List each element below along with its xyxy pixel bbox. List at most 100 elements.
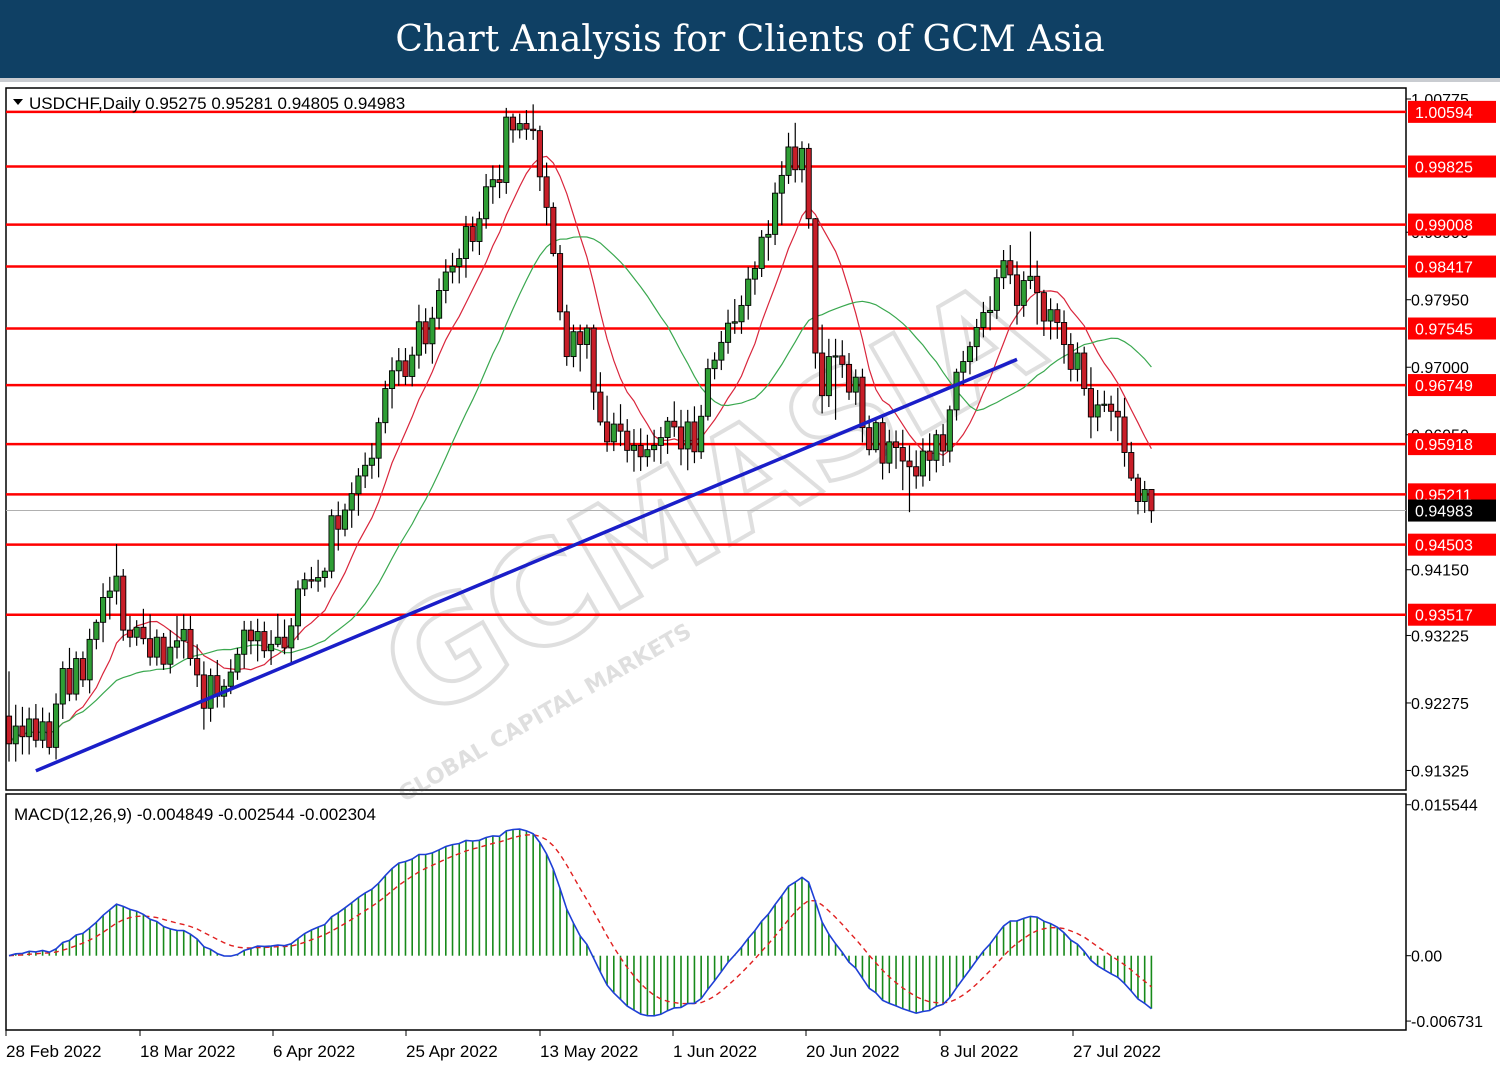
candle-body	[570, 331, 577, 358]
candle-body	[133, 626, 140, 638]
level-price-box	[1408, 533, 1496, 556]
candle-body	[913, 466, 920, 477]
level-price-label: 0.93517	[1415, 608, 1473, 625]
candle	[913, 450, 920, 489]
candle-body	[805, 147, 812, 220]
candle	[281, 619, 288, 655]
candle-body	[429, 317, 436, 345]
candle	[436, 278, 443, 329]
ascending-trendline	[35, 357, 1018, 773]
candle	[1094, 389, 1101, 432]
candle-body	[66, 668, 73, 695]
symbol-info: USDCHF,Daily 0.95275 0.95281 0.94805 0.9…	[29, 94, 405, 113]
candle-body	[93, 621, 100, 640]
candle	[550, 202, 557, 257]
candle	[335, 501, 342, 551]
candle-body	[792, 146, 799, 171]
candle	[946, 405, 953, 463]
candle-body	[751, 268, 758, 280]
level-price-box	[1408, 255, 1496, 278]
candle-body	[1128, 452, 1135, 479]
candle-body	[503, 116, 510, 183]
level-price-box	[1408, 213, 1496, 236]
candle-body	[106, 590, 113, 598]
candle-body	[543, 176, 550, 208]
candle	[328, 509, 335, 579]
candle-body	[194, 658, 201, 676]
candle-body	[39, 721, 46, 741]
candle	[462, 215, 470, 278]
candle	[637, 428, 644, 471]
candle-body	[926, 450, 933, 461]
candle-body	[604, 421, 611, 443]
chart-background	[0, 82, 1500, 1071]
candle	[812, 218, 819, 369]
candle-body	[261, 631, 268, 652]
candle-body	[906, 460, 913, 468]
candle-body	[140, 626, 147, 640]
dropdown-triangle-icon[interactable]	[13, 99, 23, 105]
candle	[173, 615, 181, 659]
candle	[274, 613, 281, 648]
chart-area: GCMASIA GLOBAL CAPITAL MARKETS 1.007750.…	[0, 82, 1500, 1071]
candle-body	[724, 322, 732, 343]
candle	[1000, 250, 1007, 290]
candle-body	[402, 360, 409, 377]
candle	[651, 429, 658, 462]
macd-pane-frame	[5, 793, 1407, 1031]
candle	[73, 651, 80, 701]
level-price-label: 0.95918	[1415, 437, 1473, 454]
candle	[1067, 333, 1074, 382]
candle-body	[523, 123, 530, 130]
candle	[294, 580, 302, 641]
candle-body	[798, 147, 806, 171]
level-price-box	[1408, 374, 1496, 397]
candle-body	[1081, 352, 1088, 390]
candle	[503, 107, 510, 194]
candle	[731, 299, 738, 334]
candle	[301, 572, 308, 597]
candle	[556, 245, 564, 321]
candle	[26, 707, 33, 755]
candle	[839, 340, 846, 378]
candle	[698, 404, 705, 459]
candle-body	[953, 371, 960, 411]
level-price-box	[1408, 317, 1496, 340]
candle	[630, 429, 638, 472]
candle-body	[993, 277, 1000, 311]
candle-body	[624, 430, 631, 451]
macd-info: MACD(12,26,9) -0.004849 -0.002544 -0.002…	[14, 805, 376, 824]
candle	[724, 309, 732, 354]
candle-body	[489, 179, 496, 188]
candle	[805, 143, 812, 229]
candle	[536, 125, 543, 192]
candle	[1148, 488, 1155, 523]
candle-body	[617, 423, 624, 432]
candle	[933, 429, 940, 473]
candle	[140, 608, 147, 645]
candle-body	[388, 370, 396, 390]
candle-body	[691, 421, 698, 453]
candle	[86, 628, 93, 694]
level-price-box	[1408, 433, 1496, 456]
candle-body	[758, 236, 765, 269]
candle	[859, 368, 866, 443]
candle-body	[1121, 416, 1128, 453]
candle	[388, 357, 396, 409]
date-label: 28 Feb 2022	[6, 1042, 101, 1061]
candle	[738, 295, 745, 334]
candle-body	[556, 253, 564, 313]
level-price-box	[1408, 603, 1496, 626]
candle	[147, 614, 154, 666]
candle	[1027, 231, 1034, 290]
candle-body	[516, 123, 523, 131]
candle	[583, 324, 590, 359]
candle-body	[1047, 309, 1054, 322]
candle	[341, 503, 349, 537]
candle	[711, 352, 718, 380]
candle-body	[772, 192, 779, 235]
candle-body	[886, 441, 893, 464]
candle-body	[449, 265, 456, 273]
candle-body	[113, 575, 120, 592]
candle	[362, 452, 369, 489]
